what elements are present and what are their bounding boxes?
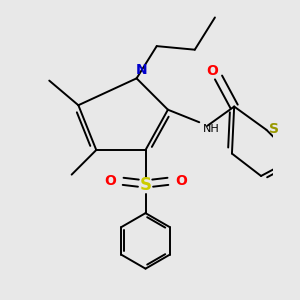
Text: O: O xyxy=(206,64,218,78)
Text: NH: NH xyxy=(203,124,220,134)
Text: N: N xyxy=(136,63,148,77)
Text: O: O xyxy=(176,174,187,188)
Text: S: S xyxy=(140,176,152,194)
Text: O: O xyxy=(104,174,116,188)
Text: S: S xyxy=(269,122,280,136)
